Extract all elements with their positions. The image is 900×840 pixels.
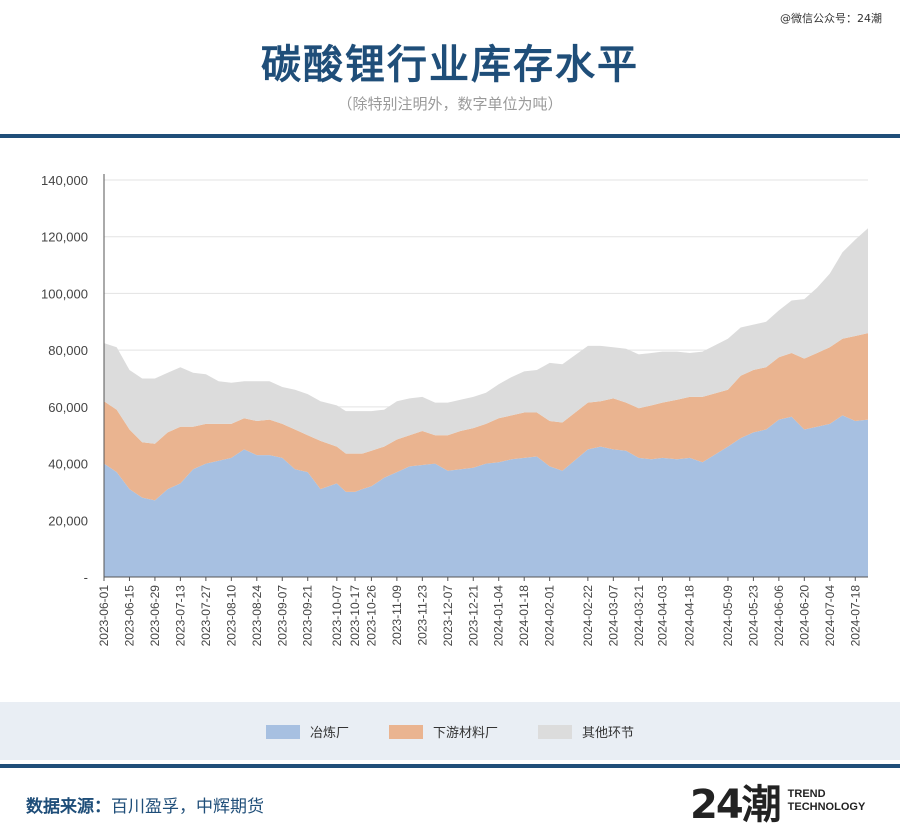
x-tick-label: 2023-12-21 — [466, 585, 480, 647]
x-tick-label: 2024-07-04 — [823, 585, 837, 647]
x-tick-label: 2023-06-01 — [97, 585, 111, 647]
legend-swatch-downstream — [388, 724, 423, 739]
chart-subtitle: （除特别注明外，数字单位为吨） — [337, 95, 563, 113]
area-series-0 — [104, 415, 868, 577]
x-tick-label: 2024-05-23 — [746, 585, 760, 647]
x-tick-label: 2023-08-24 — [250, 585, 264, 647]
x-tick-label: 2023-06-15 — [122, 585, 136, 647]
y-axis: - 20,000 40,000 60,000 80,000 100,000 120,000 1… — [41, 173, 105, 585]
y-tick-label: 140,000 — [41, 173, 88, 188]
x-axis: 2023-06-01 2023-06-15 2023-06-29 2023-07-13… — [97, 576, 868, 647]
y-tick-label: - — [84, 570, 88, 585]
x-tick-label: 2023-08-10 — [224, 585, 238, 647]
x-tick-label: 2024-04-03 — [655, 585, 669, 647]
x-tick-label: 2023-07-13 — [173, 585, 187, 647]
legend-item-other: 其他环节 — [538, 722, 634, 741]
legend-swatch-smelter — [265, 724, 300, 739]
chart-title: 碳酸锂行业库存水平 — [261, 42, 639, 88]
x-tick-label: 2023-07-27 — [199, 585, 213, 647]
x-tick-label: 2024-03-21 — [632, 585, 646, 647]
legend-band: 冶炼厂 下游材料厂 其他环节 — [0, 702, 900, 760]
x-tick-label: 2024-02-01 — [543, 585, 557, 647]
data-source: 数据来源：百川盈孚，中辉期货 — [26, 792, 264, 817]
y-tick-label: 20,000 — [48, 513, 88, 528]
source-label: 数据来源： — [26, 797, 111, 817]
x-tick-label: 2023-06-29 — [148, 585, 162, 647]
x-tick-label: 2023-12-07 — [441, 585, 455, 647]
bottom-divider — [0, 764, 900, 768]
logo-mark: 24潮 — [690, 782, 782, 828]
logo-line-1: TREND — [787, 788, 826, 800]
y-tick-label: 40,000 — [48, 457, 88, 472]
y-tick-label: 60,000 — [48, 400, 88, 415]
brand-logo: 24潮 TREND TECHNOLOGY — [690, 776, 866, 828]
x-tick-label: 2023-09-21 — [301, 585, 315, 647]
logo-text: TREND TECHNOLOGY — [788, 788, 866, 814]
x-tick-label: 2023-11-23 — [415, 585, 429, 646]
x-tick-label: 2023-09-07 — [275, 585, 289, 647]
area-series — [104, 228, 868, 577]
x-tick-label: 2024-06-06 — [772, 585, 786, 647]
x-tick-label: 2023-11-09 — [390, 585, 404, 646]
x-tick-label: 2024-02-22 — [581, 585, 595, 647]
stacked-area-chart: - 20,000 40,000 60,000 80,000 100,000 120,000 1… — [41, 173, 868, 647]
x-tick-label: 2023-10-07 — [330, 585, 344, 647]
x-tick-label: 2024-06-20 — [797, 585, 811, 647]
top-divider — [0, 134, 900, 138]
legend-item-downstream: 下游材料厂 — [388, 722, 498, 741]
y-tick-label: 80,000 — [48, 343, 88, 358]
legend-item-smelter: 冶炼厂 — [265, 722, 349, 741]
y-tick-label: 100,000 — [41, 286, 88, 301]
watermark: @微信公众号：24潮 — [780, 12, 882, 25]
x-tick-label: 2024-07-18 — [848, 585, 862, 647]
x-tick-label: 2023-10-17 — [348, 585, 362, 647]
y-tick-label: 120,000 — [41, 230, 88, 245]
x-tick-label: 2024-05-09 — [721, 585, 735, 647]
legend-label-other: 其他环节 — [582, 726, 635, 741]
x-tick-label: 2024-01-04 — [492, 585, 506, 647]
legend: 冶炼厂 下游材料厂 其他环节 — [0, 722, 900, 741]
legend-label-downstream: 下游材料厂 — [432, 726, 498, 741]
area-series-2 — [104, 228, 868, 454]
legend-label-smelter: 冶炼厂 — [309, 726, 349, 741]
logo-line-2: TECHNOLOGY — [787, 801, 866, 813]
x-tick-label: 2024-03-07 — [606, 585, 620, 647]
x-tick-label: 2024-01-18 — [517, 585, 531, 647]
legend-swatch-other — [538, 724, 572, 739]
source-value: 百川盈孚，中辉期货 — [111, 797, 264, 817]
area-series-1 — [104, 333, 868, 501]
x-tick-label: 2023-10-26 — [364, 585, 378, 647]
x-tick-label: 2024-04-18 — [683, 585, 697, 647]
